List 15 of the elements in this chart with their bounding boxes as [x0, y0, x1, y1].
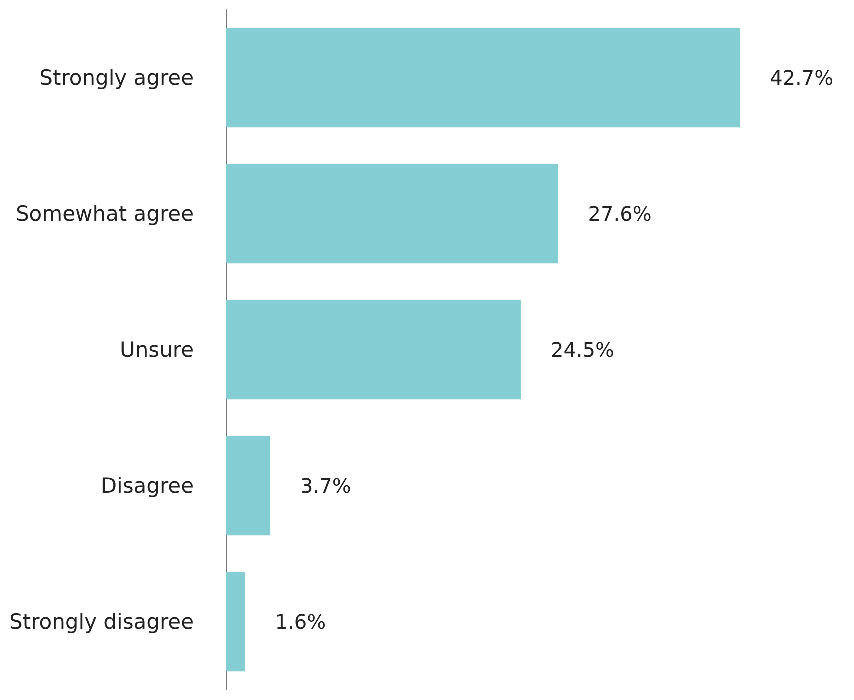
data-label: 27.6% [588, 202, 652, 226]
y-tick-label: Strongly disagree [10, 610, 194, 634]
bar [226, 28, 740, 128]
y-tick-label: Somewhat agree [16, 202, 194, 226]
data-label: 1.6% [275, 610, 326, 634]
bar [226, 300, 521, 400]
bar [226, 436, 271, 536]
bar [226, 164, 558, 264]
bar [226, 572, 246, 672]
y-tick-label: Disagree [100, 474, 194, 498]
y-tick-label: Unsure [120, 338, 194, 362]
data-label: 3.7% [300, 474, 352, 498]
data-label: 24.5% [550, 338, 615, 362]
y-tick-label: Strongly agree [40, 66, 194, 90]
data-label: 42.7% [770, 66, 834, 90]
